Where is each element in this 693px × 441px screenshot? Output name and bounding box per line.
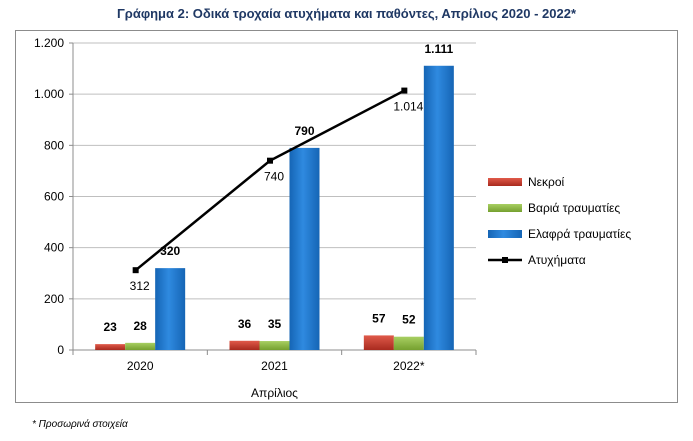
bar-data-label: 36: [238, 317, 252, 331]
y-tick-label: 0: [57, 343, 64, 357]
chart-frame: [15, 30, 678, 403]
bar-data-label: 57: [372, 311, 386, 325]
y-tick-label: 400: [44, 241, 64, 255]
bar-Βαριά τραυματίες: [125, 342, 156, 350]
y-tick-label: 200: [44, 292, 64, 306]
bar-data-label: 52: [402, 313, 416, 327]
bar-Ελαφρά τραυματίες: [289, 147, 320, 350]
bar-data-label: 23: [103, 320, 117, 334]
y-tick-label: 1.000: [34, 87, 64, 101]
y-tick-label: 1.200: [34, 36, 64, 50]
chart-title: Γράφημα 2: Οδικά τροχαία ατυχήματα και π…: [116, 6, 577, 21]
bar-Ελαφρά τραυματίες: [155, 268, 186, 350]
line-marker: [401, 87, 408, 94]
y-tick-label: 600: [44, 190, 64, 204]
bar-data-label: 1.111: [424, 42, 453, 56]
legend-marker: [502, 257, 508, 263]
x-tick-label: 2020: [127, 359, 154, 373]
legend-swatch: [488, 230, 522, 238]
bar-Νεκροί: [363, 335, 394, 350]
bar-data-label: 28: [133, 319, 147, 333]
x-tick-label: 2021: [261, 359, 288, 373]
line-data-label: 1.014: [393, 100, 423, 114]
x-axis-label: Απρίλιος: [251, 386, 298, 400]
legend-entry: Βαριά τραυματίες: [528, 201, 620, 215]
bar-Νεκροί: [229, 340, 260, 350]
bar-Νεκροί: [95, 344, 126, 350]
bar-Βαριά τραυματίες: [393, 336, 424, 350]
line-data-label: 312: [130, 279, 150, 293]
y-tick-label: 800: [44, 138, 64, 152]
line-data-label: 740: [264, 170, 284, 184]
legend-swatch: [488, 178, 522, 186]
x-tick-label: 2022*: [393, 359, 425, 373]
legend-entry: Νεκροί: [528, 175, 565, 189]
legend-swatch: [488, 204, 522, 212]
footnote: * Προσωρινά στοιχεία: [32, 419, 128, 430]
legend-entry: Ελαφρά τραυματίες: [528, 227, 631, 241]
line-marker: [132, 267, 139, 274]
bar-data-label: 320: [160, 244, 180, 258]
bar-Ελαφρά τραυματίες: [423, 65, 454, 350]
bar-data-label: 35: [268, 317, 282, 331]
bar-Βαριά τραυματίες: [259, 341, 290, 350]
line-marker: [267, 157, 273, 164]
legend-entry: Ατυχήματα: [528, 253, 586, 267]
bar-data-label: 790: [294, 124, 314, 138]
